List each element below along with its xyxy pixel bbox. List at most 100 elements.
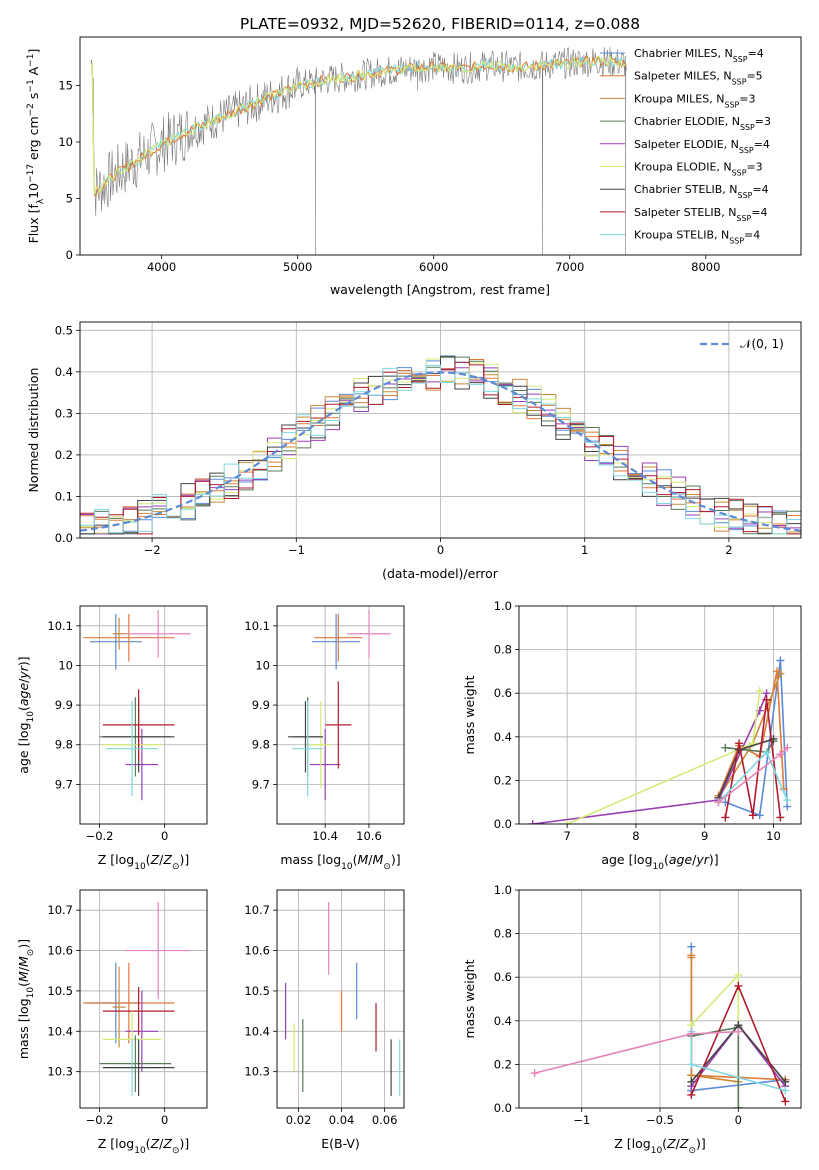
- x-tick-label: 10.6: [356, 829, 382, 843]
- y-tick-label: 0.0: [494, 1101, 512, 1115]
- series-marker: [687, 1060, 696, 1069]
- panel-age_vs_z: −0.2 0 9.7 9.8 9.9 10 10.1 Z [log10(Z/Z⊙)] age […: [16, 605, 208, 872]
- legend-label: Chabrier STELIB, NSSP=4: [634, 183, 769, 200]
- y-tick-label: 10.5: [244, 984, 270, 998]
- series-marker: [783, 743, 792, 752]
- panel-mass_vs_ebv: 0.02 0.04 0.06 10.3 10.4 10.5 10.6 10.7 E(B-V): [244, 889, 405, 1151]
- y-tick-label: 10.7: [47, 903, 73, 917]
- x-tick-label: 6000: [419, 260, 448, 274]
- series-marker: [755, 811, 764, 820]
- y-tick-label: 5: [66, 192, 73, 206]
- y-axis-label: mass [log10(M/M⊙)]: [16, 939, 36, 1059]
- figure-title: PLATE=0932, MJD=52620, FIBERID=0114, z=0…: [240, 15, 640, 33]
- axes-frame: [79, 889, 208, 1109]
- series-marker: [687, 1029, 696, 1038]
- series-marker: [734, 1104, 743, 1108]
- x-tick-label: 0.04: [329, 1113, 355, 1127]
- series-marker: [734, 981, 743, 990]
- series-marker: [687, 942, 696, 951]
- series-marker: [783, 796, 792, 805]
- x-tick-label: 0.06: [372, 1113, 398, 1127]
- axes-frame: [79, 36, 802, 256]
- legend-label: Kroupa ELODIE, NSSP=3: [634, 161, 763, 178]
- plot-area: [80, 355, 801, 535]
- x-axis-label: Z [log10(Z/Z⊙)]: [98, 852, 190, 872]
- y-tick-label: 10.1: [47, 619, 73, 633]
- x-tick-label: 4000: [147, 260, 176, 274]
- plot-area: [528, 656, 792, 824]
- series-marker: [781, 1077, 790, 1086]
- y-axis-label: Flux [fλ10−17 erg cm−2 s−1 A−1]: [26, 49, 46, 244]
- model-spectrum-line: [91, 55, 626, 195]
- y-tick-label: 10.6: [47, 944, 73, 958]
- series-marker: [776, 750, 785, 759]
- y-tick-label: 10.4: [244, 1024, 270, 1038]
- histogram-line: [80, 364, 801, 535]
- y-tick-label: 0.2: [55, 448, 73, 462]
- x-tick-label: 0: [735, 1113, 742, 1127]
- y-tick-label: 9.8: [252, 738, 270, 752]
- series-marker: [755, 687, 764, 696]
- series-marker: [721, 743, 730, 752]
- series-marker: [776, 656, 785, 665]
- x-tick-label: −1: [288, 543, 305, 557]
- y-tick-label: 0.5: [55, 323, 73, 337]
- x-tick-label: 8000: [691, 260, 720, 274]
- series-marker: [530, 1069, 539, 1078]
- y-tick-label: 0.4: [494, 730, 512, 744]
- y-tick-label: 15: [58, 79, 73, 93]
- x-tick-label: 10: [766, 829, 781, 843]
- x-tick-label: 8: [632, 829, 639, 843]
- x-tick-label: −0.5: [646, 1113, 674, 1127]
- axes-frame: [79, 605, 208, 825]
- model-spectrum-line: [91, 55, 627, 198]
- y-tick-label: 0.6: [494, 970, 512, 984]
- y-tick-label: 10: [255, 658, 270, 672]
- y-tick-label: 10: [58, 135, 73, 149]
- series-marker: [762, 695, 771, 704]
- plot-area: [287, 609, 391, 801]
- y-tick-label: 10.3: [47, 1065, 73, 1079]
- series-line: [690, 957, 739, 1083]
- series-marker: [781, 1097, 790, 1106]
- y-axis-label: age [log10(age/yr)]: [16, 656, 36, 773]
- x-tick-label: −1: [573, 1113, 590, 1127]
- x-tick-label: −0.2: [86, 829, 114, 843]
- data-spectrum-line: [90, 46, 627, 255]
- series-marker: [781, 1086, 790, 1095]
- normal-curve: [80, 371, 801, 532]
- y-tick-label: 9.7: [252, 777, 270, 791]
- panel-mass_weight_vs_z: −1 −0.5 0 0.0 0.2 0.4 0.6 0.8 1.0 Z [log10(Z/Z⊙)]…: [462, 883, 802, 1156]
- x-axis-label: E(B-V): [321, 1136, 360, 1151]
- x-axis-label: Z [log10(Z/Z⊙)]: [98, 1136, 190, 1156]
- legend-label: Salpeter MILES, NSSP=5: [634, 70, 763, 87]
- series-marker: [734, 971, 743, 980]
- series-marker: [762, 748, 771, 757]
- y-tick-label: 0.6: [494, 686, 512, 700]
- series-marker: [687, 1077, 696, 1086]
- legend-label: Chabrier MILES, NSSP=4: [634, 47, 764, 64]
- series-marker: [714, 798, 723, 807]
- series-marker: [528, 820, 537, 824]
- x-tick-label: 1: [581, 543, 588, 557]
- y-tick-label: 0.8: [494, 643, 512, 657]
- x-tick-label: −0.2: [86, 1113, 114, 1127]
- legend-label: Kroupa STELIB, NSSP=4: [634, 229, 760, 246]
- series-marker: [687, 1090, 696, 1099]
- histogram-line: [80, 355, 801, 535]
- panel-mass_vs_z: −0.2 0 10.3 10.4 10.5 10.6 10.7 Z [log10(Z/Z⊙)]…: [16, 889, 208, 1156]
- x-tick-label: 0: [161, 1113, 168, 1127]
- series-line: [532, 692, 768, 824]
- x-axis-label: Z [log10(Z/Z⊙)]: [614, 1136, 706, 1156]
- x-tick-label: 7000: [555, 260, 584, 274]
- y-tick-label: 10.6: [244, 944, 270, 958]
- x-tick-label: 0: [161, 829, 168, 843]
- series-line: [725, 660, 789, 817]
- y-tick-label: 0.3: [55, 406, 73, 420]
- y-tick-label: 9.9: [55, 698, 73, 712]
- panel-spectrum: 4000 5000 6000 7000 8000 0 5 10 15 wavelength [An…: [26, 36, 802, 297]
- y-tick-label: 10.7: [244, 903, 270, 917]
- y-tick-label: 1.0: [494, 599, 512, 613]
- legend-label: Salpeter STELIB, NSSP=4: [634, 206, 767, 223]
- series-marker: [687, 953, 696, 962]
